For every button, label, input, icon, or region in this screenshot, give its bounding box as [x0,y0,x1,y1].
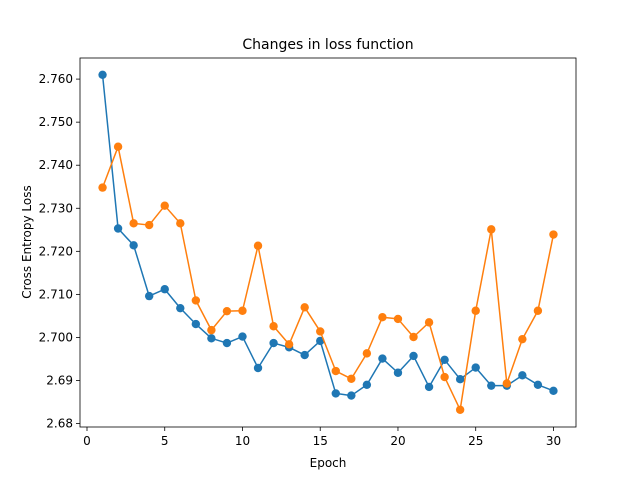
series-2-point [284,340,294,349]
series-1-point [393,368,403,377]
series-2-point [144,220,154,230]
series-2-point [176,219,185,228]
series-2-point [207,325,216,335]
series-2-point [160,201,169,210]
y-axis-label: Cross Entropy Loss [20,185,34,298]
x-axis-label: Epoch [310,456,347,470]
series-2-point [424,318,434,327]
series-2-point [409,332,418,342]
y-tick-label: 2.750 [39,115,73,129]
series-2-point [440,372,449,382]
plot-frame [79,57,577,428]
series-2-point [549,230,558,239]
x-tick-label: 15 [313,434,328,448]
series-1-point [424,382,434,392]
x-tick-label: 0 [83,434,91,448]
series-2-point [471,306,480,315]
series-1-point [518,371,527,380]
series-2-point [455,405,465,414]
series-1-point [129,241,138,250]
y-tick-label: 2.69 [46,373,73,387]
series-2-point [378,313,387,322]
series-1-point [113,224,123,233]
series-2-point [393,314,403,324]
series-1-point [440,355,449,365]
x-tick-label: 30 [546,434,561,448]
series-2-point [113,142,123,151]
y-tick-label: 2.710 [39,287,73,301]
x-tick-label: 20 [390,434,405,448]
series-1-point [549,386,558,396]
series-2-point [300,303,309,312]
chart-title: Changes in loss function [242,37,413,53]
series-1-point [455,375,465,384]
series-2-point [98,183,107,192]
y-tick-label: 2.730 [39,201,73,215]
series-1-point [471,363,480,372]
series-1-point [269,338,278,348]
series-2-point [222,306,232,316]
y-tick-label: 2.68 [46,417,73,431]
series-1-point [176,303,185,313]
series-1-point [409,351,418,361]
series-1-point [300,350,309,360]
series-1-point [533,380,543,389]
series-2-point [191,296,201,305]
series-2-point [533,306,543,315]
series-1-point [331,389,340,398]
series-2-point [269,322,278,331]
y-tick-label: 2.700 [39,330,73,344]
series-1-point [378,354,387,363]
series-1-point [238,332,247,341]
series-1-point [487,381,496,390]
y-tick-label: 2.720 [39,244,73,258]
plot-area [80,58,576,427]
y-tick-label: 2.760 [39,72,73,86]
series-2-point [347,374,356,383]
series-1-point [222,338,232,348]
series-2-point [487,225,496,234]
series-1-point [191,319,201,329]
x-tick-label: 5 [161,434,169,448]
series-2-point [518,334,527,344]
series-2-point [316,327,325,336]
series-1-point [160,285,169,294]
x-tick-label: 25 [468,434,483,448]
y-tick-label: 2.740 [39,158,73,172]
series-1-point [207,334,216,343]
y-axis: 2.68 2.69 2.700 2.710 2.720 2.730 2.740 2.750 2.… [39,72,80,431]
series-2-point [129,219,138,228]
series-2-point [238,306,247,315]
series-1-point [347,391,356,400]
series-layer [98,70,558,414]
x-axis: 0 5 10 15 20 25 30 [83,427,561,448]
x-tick-label: 10 [235,434,250,448]
series-2-point [502,379,512,388]
series-2-point [331,366,340,376]
series-1-point [362,380,372,389]
series-1-point [253,363,263,373]
series-1-point [98,70,107,79]
series-2-point [362,349,372,358]
series-1-point [144,291,154,301]
series-2-point [253,241,263,250]
